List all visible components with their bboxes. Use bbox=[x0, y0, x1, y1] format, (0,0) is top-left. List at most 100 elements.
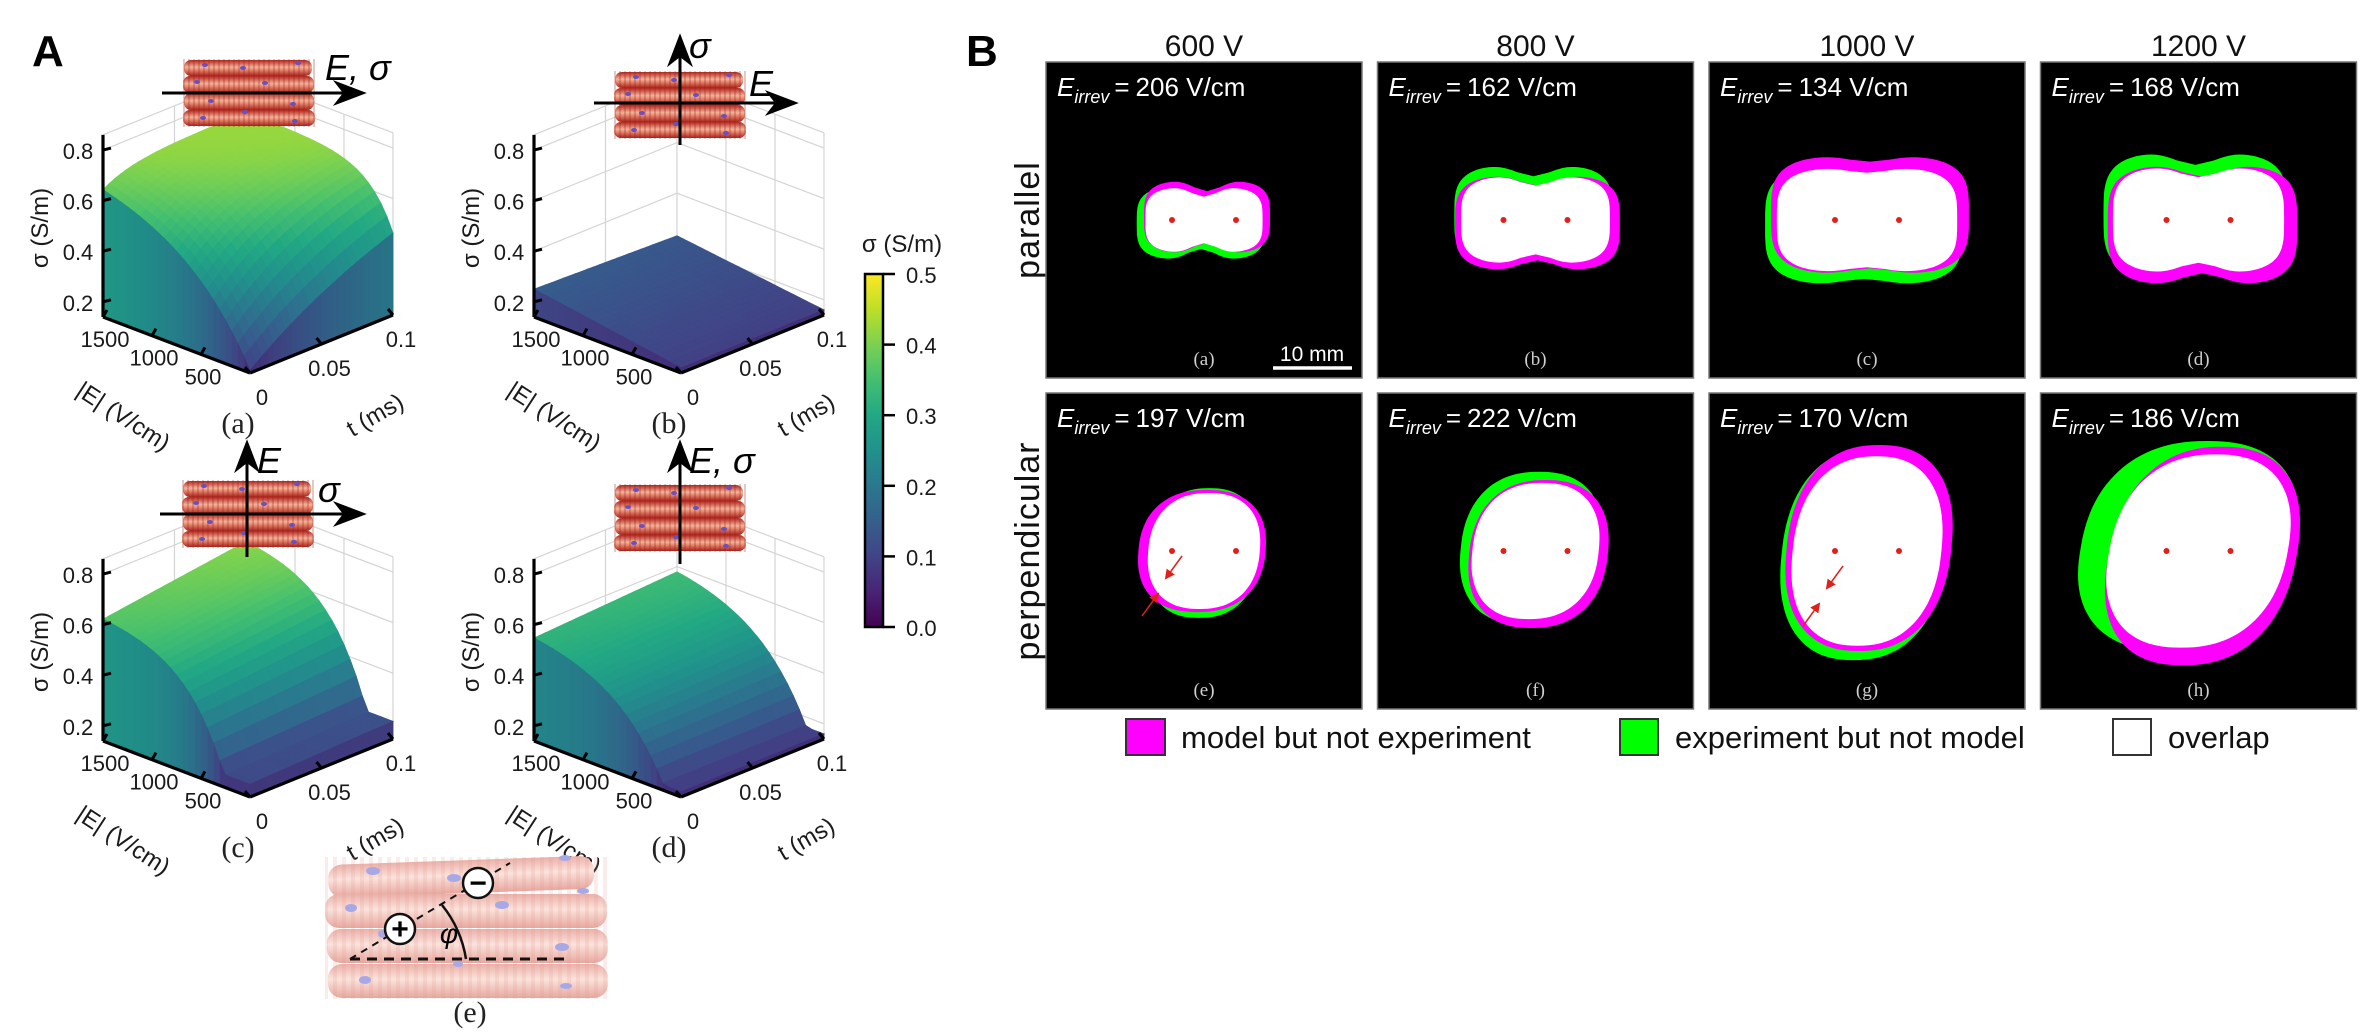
surface-side-patch bbox=[539, 640, 547, 747]
field-direction-label: E, σ bbox=[689, 440, 756, 481]
surface-side-patch bbox=[114, 197, 122, 325]
surface-mesh bbox=[102, 111, 394, 374]
z-tick bbox=[533, 570, 543, 576]
legend-label: model but not experiment bbox=[1181, 720, 1531, 755]
surface-side-patch bbox=[321, 287, 328, 345]
t-axis-title: t (ms) bbox=[773, 388, 840, 442]
panel-a-label: A bbox=[32, 27, 64, 76]
plot-label: (b) bbox=[652, 407, 687, 440]
t-tick-label: 0.1 bbox=[817, 327, 848, 352]
e-tick-label: 1000 bbox=[561, 346, 610, 371]
plus-sign: + bbox=[391, 913, 409, 946]
colorbar-tick-label: 0.3 bbox=[906, 404, 937, 429]
surface-side-patch bbox=[362, 251, 370, 328]
surface-mesh bbox=[533, 235, 825, 374]
e-irrev-label: Eirrev = 170 V/cm bbox=[1720, 403, 1908, 438]
t-tick bbox=[746, 337, 754, 345]
surface-side-patch bbox=[176, 674, 184, 772]
red-arrow-icon bbox=[1164, 555, 1183, 580]
e-irrev-label: Eirrev = 186 V/cm bbox=[2052, 403, 2240, 438]
electrode-dot bbox=[1169, 217, 1175, 223]
t-tick bbox=[386, 308, 395, 316]
surface-side-patch bbox=[582, 669, 590, 763]
legend-label: experiment but not model bbox=[1675, 720, 2025, 755]
electrode-dot bbox=[1832, 217, 1838, 223]
row-label-perpendicular: perpendicular bbox=[1009, 441, 1047, 660]
e-tick-label: 1500 bbox=[512, 327, 561, 352]
surface-side-patch bbox=[163, 660, 171, 768]
surface-side-patch bbox=[133, 210, 141, 332]
red-arrow-icon bbox=[1141, 592, 1160, 617]
z-tick bbox=[533, 197, 543, 203]
e-tick-label: 500 bbox=[185, 364, 222, 389]
surface-side-patch bbox=[121, 201, 128, 327]
field-direction-line bbox=[349, 862, 511, 960]
panel-label: (e) bbox=[1193, 680, 1214, 701]
t-axis-title: t (ms) bbox=[342, 388, 409, 442]
legend-item-overlap: overlap bbox=[2112, 718, 2270, 756]
t-tick-label: 0 bbox=[256, 385, 268, 410]
surface-side-patch bbox=[545, 295, 553, 325]
surface-side-patch bbox=[285, 322, 293, 360]
grid-line bbox=[676, 192, 825, 250]
ablation-panel-d: Eirrev = 168 V/cm (d) bbox=[2039, 61, 2358, 379]
e-tick-label: 1500 bbox=[81, 751, 130, 776]
surface-side-patch bbox=[176, 250, 184, 348]
surface-side-patch bbox=[576, 664, 584, 761]
surface-side-patch bbox=[200, 280, 208, 358]
e-irrev-value: 170 V/cm bbox=[1799, 403, 1909, 433]
equals-sign: = bbox=[2109, 403, 2124, 433]
overlap-region bbox=[2106, 454, 2291, 648]
surface-side-patch bbox=[564, 304, 572, 332]
e-subscript: irrev bbox=[1074, 87, 1110, 107]
t-tick bbox=[817, 732, 826, 740]
electrode-dot bbox=[1896, 548, 1902, 554]
t-tick bbox=[243, 790, 252, 798]
z-tick bbox=[533, 247, 543, 253]
surface-side-patch bbox=[303, 304, 311, 352]
overlap-region bbox=[1791, 456, 1943, 646]
equals-sign: = bbox=[2109, 72, 2124, 102]
overlap-region bbox=[1461, 177, 1610, 263]
t-tick-label: 0 bbox=[256, 809, 268, 834]
colorbar-tick-label: 0.2 bbox=[906, 475, 937, 500]
t-tick bbox=[315, 761, 323, 769]
electrode-dot bbox=[1169, 548, 1175, 554]
z-axis-title: σ (S/m) bbox=[27, 612, 54, 692]
z-tick-label: 0.4 bbox=[63, 664, 94, 689]
row-label-parallel: parallel bbox=[1009, 161, 1047, 279]
surface-side-patch bbox=[108, 621, 116, 747]
surface-side-patch bbox=[182, 682, 190, 775]
e-tick bbox=[101, 733, 109, 742]
red-arrow-icon bbox=[1825, 565, 1844, 590]
plot-label: (c) bbox=[221, 831, 254, 864]
e-tick bbox=[199, 346, 207, 356]
nuclei bbox=[345, 855, 589, 989]
e-tick-label: 1500 bbox=[512, 751, 561, 776]
e-subscript: irrev bbox=[1074, 418, 1110, 438]
z-tick-label: 0.6 bbox=[63, 614, 94, 639]
equals-sign: = bbox=[1777, 403, 1792, 433]
z-axis-title: σ (S/m) bbox=[458, 612, 485, 692]
e-irrev-value: 206 V/cm bbox=[1136, 72, 1246, 102]
t-tick-label: 0.05 bbox=[308, 780, 351, 805]
t-tick-label: 0.1 bbox=[817, 751, 848, 776]
electrode-dot bbox=[1233, 217, 1239, 223]
panel-label: (f) bbox=[1526, 680, 1545, 701]
z-tick bbox=[533, 671, 543, 677]
e-axis bbox=[102, 315, 251, 375]
surface-side-patch bbox=[108, 193, 116, 323]
equals-sign: = bbox=[1114, 72, 1129, 102]
field-direction-label: E bbox=[257, 440, 282, 481]
colorbar-tick-label: 0.0 bbox=[906, 616, 937, 641]
z-tick bbox=[533, 146, 543, 152]
e-tick bbox=[150, 327, 158, 337]
field-direction-label: E, σ bbox=[325, 47, 392, 88]
e-tick-label: 1000 bbox=[130, 770, 179, 795]
e-tick-label: 500 bbox=[185, 788, 222, 813]
surface-side-patch bbox=[558, 301, 566, 330]
ablation-panel-f: Eirrev = 222 V/cm (f) bbox=[1376, 392, 1695, 710]
surface-side-patch bbox=[151, 649, 159, 763]
e-subscript: irrev bbox=[2069, 87, 2105, 107]
colorbar: σ (S/m) 0.0 0.1 0.2 0.3 0.4 0.5 bbox=[862, 231, 942, 641]
